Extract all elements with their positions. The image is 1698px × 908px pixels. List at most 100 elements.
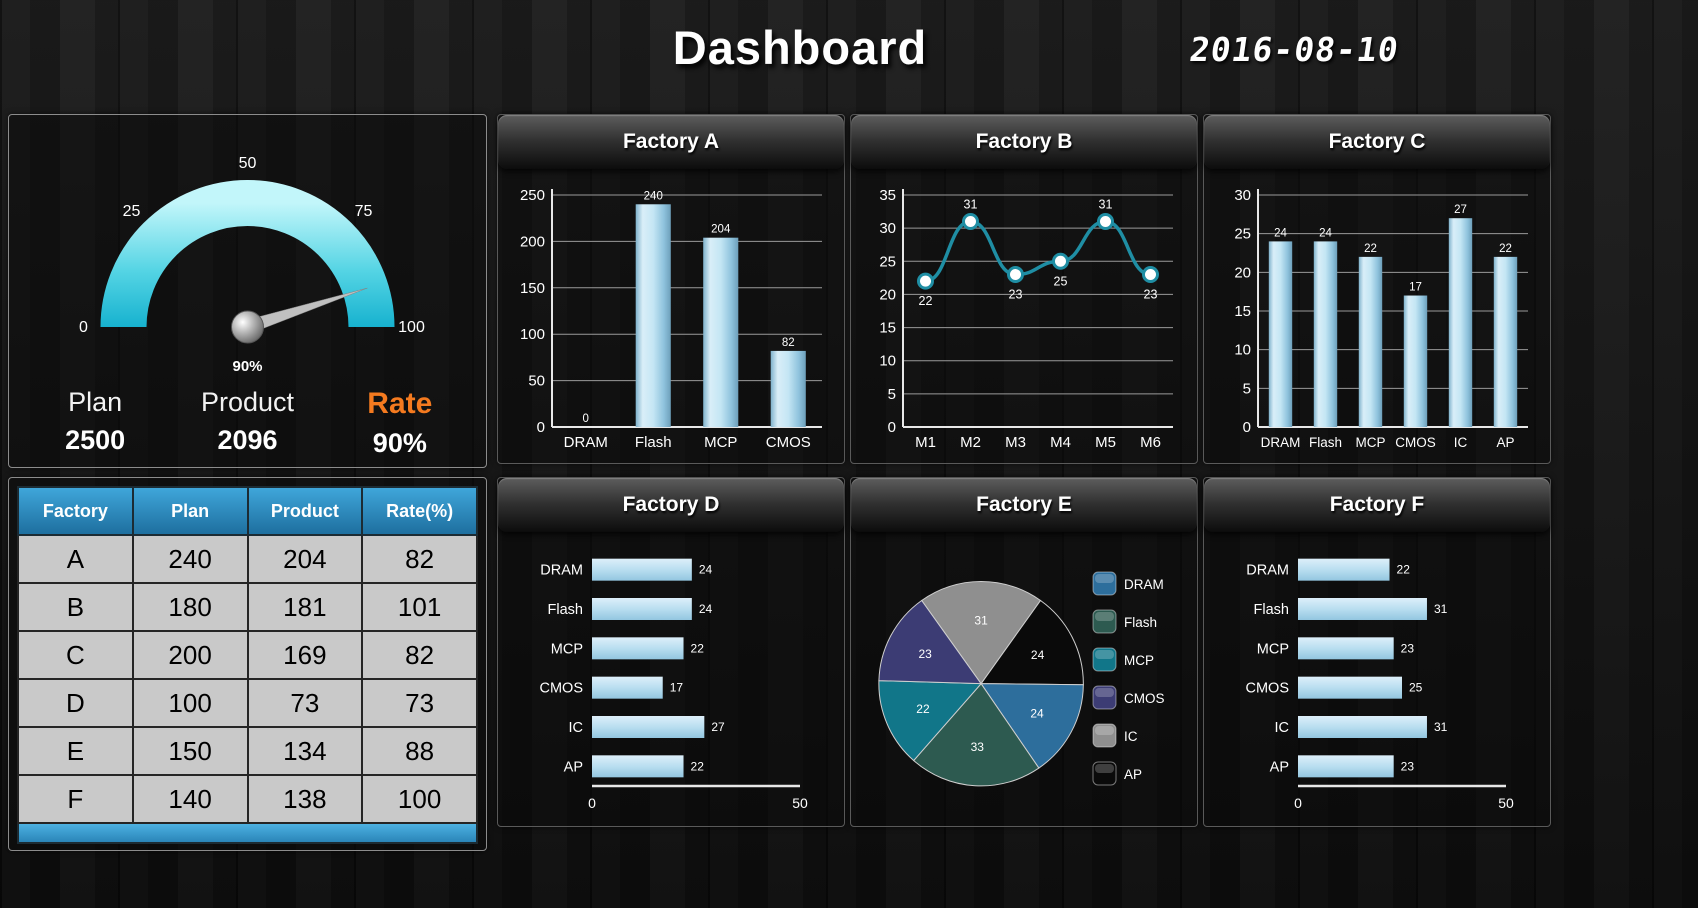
x-category-label: IC	[1454, 435, 1468, 450]
y-category-label: Flash	[548, 602, 583, 618]
legend-swatch-gloss	[1095, 650, 1114, 659]
factory-e-panel: Factory E 31 24 24 33 22 23 DRAM Flash MCP CMOS IC…	[850, 477, 1198, 827]
chart-svg: 0 50 100 150 200 250 0 DRAM 240 Flash 204 MCP 82 CMOS	[520, 187, 822, 451]
bar	[592, 558, 692, 581]
x-tick-label: 50	[792, 795, 808, 811]
bar	[1298, 598, 1427, 620]
x-category-label: CMOS	[1395, 435, 1436, 450]
date-display: 2016-08-10	[1187, 30, 1402, 69]
bar	[770, 350, 806, 427]
factory-c-panel: Factory C 0 5 10 15 20 25 30 24 DRAM 24 Flash 22 MCP…	[1203, 114, 1551, 464]
x-category-label: M1	[915, 434, 936, 451]
y-category-label: MCP	[1257, 641, 1289, 657]
gauge-tick-label: 25	[123, 203, 141, 220]
y-tick-label: 25	[1234, 226, 1251, 243]
legend-swatch-gloss	[1095, 726, 1114, 735]
slice-value-label: 24	[1031, 648, 1045, 662]
table-cell: 140	[131, 774, 249, 824]
table-cell: 101	[361, 582, 478, 632]
y-category-label: Flash	[1254, 602, 1289, 618]
bar	[1298, 558, 1390, 581]
factory-f-panel: Factory F DRAM 22 Flash 31 MCP 23 CMOS 25 IC 31 AP…	[1203, 477, 1551, 827]
bar	[1448, 218, 1473, 427]
y-category-label: CMOS	[1246, 681, 1290, 697]
point-value-label: 31	[964, 198, 978, 212]
stat-rate-label: Rate	[367, 387, 433, 420]
legend-swatch	[1092, 761, 1117, 786]
point-value-label: 23	[1144, 288, 1158, 302]
bar-value-label: 240	[644, 190, 663, 202]
point-value-label: 22	[919, 294, 933, 308]
legend-label: CMOS	[1124, 691, 1165, 706]
table-cell: 150	[131, 726, 249, 776]
legend-swatch	[1092, 609, 1117, 634]
legend-label: IC	[1124, 729, 1138, 744]
table-header-cell: Factory	[17, 486, 134, 536]
y-tick-label: 5	[1243, 380, 1251, 397]
chart-svg: DRAM 22 Flash 31 MCP 23 CMOS 25 IC 31 AP 23 0 50	[1246, 558, 1514, 811]
bar-value-label: 22	[1499, 243, 1512, 255]
table-header-cell: Product	[246, 486, 364, 536]
slice-value-label: 24	[1030, 707, 1044, 721]
y-tick-label: 0	[537, 419, 545, 436]
bar	[1298, 676, 1402, 699]
table-header-cell: Rate(%)	[361, 486, 478, 536]
slice-value-label: 33	[971, 740, 985, 754]
bar-value-label: 22	[691, 759, 705, 773]
x-category-label: Flash	[1309, 435, 1342, 450]
bar-value-label: 23	[1401, 759, 1415, 773]
legend-swatch-gloss	[1095, 612, 1114, 621]
table-cell: 100	[131, 678, 249, 728]
table-row: C 200 169 82	[17, 630, 478, 680]
table-cell: 134	[246, 726, 364, 776]
table-row: A 240 204 82	[17, 534, 478, 584]
x-category-label: M3	[1005, 434, 1026, 451]
table-cell: F	[17, 774, 134, 824]
stat-product: Product 2096	[171, 387, 323, 459]
table-cell: D	[17, 678, 134, 728]
y-tick-label: 25	[879, 253, 896, 270]
legend-swatch-gloss	[1095, 574, 1114, 583]
x-category-label: M4	[1050, 434, 1071, 451]
bar-value-label: 0	[583, 413, 589, 425]
table-cell: C	[17, 630, 134, 680]
bar-value-label: 17	[670, 681, 684, 695]
production-overview-panel: 0 25 50 75 100 90% Plan 2500 Product 2096 Rat…	[8, 114, 487, 468]
stat-product-label: Product	[200, 387, 295, 417]
table-header-cell: Plan	[131, 486, 249, 536]
bar-value-label: 24	[699, 563, 713, 577]
bar-value-label: 23	[1401, 641, 1415, 655]
y-tick-label: 5	[888, 386, 896, 403]
y-tick-label: 50	[528, 373, 545, 390]
stat-plan: Plan 2500	[19, 387, 171, 459]
factory-b-header: Factory B	[851, 115, 1197, 169]
y-tick-label: 30	[1234, 187, 1251, 204]
x-category-label: M6	[1140, 434, 1161, 451]
gauge-tick-label: 50	[239, 155, 257, 172]
legend-swatch-gloss	[1095, 764, 1114, 773]
y-tick-label: 10	[1234, 342, 1251, 359]
factory-c-header: Factory C	[1204, 115, 1550, 169]
data-point-marker	[1097, 213, 1114, 231]
pie-slice	[980, 599, 1084, 686]
bar-value-label: 27	[1454, 204, 1467, 216]
y-tick-label: 20	[1234, 264, 1251, 281]
chart-svg: 0 25 50 75 100 90%	[79, 155, 425, 375]
bar-value-label: 25	[1409, 681, 1423, 695]
x-category-label: DRAM	[1261, 435, 1301, 450]
y-tick-label: 0	[1243, 419, 1251, 436]
bar-value-label: 17	[1409, 282, 1422, 294]
stat-product-value: 2096	[217, 425, 278, 455]
y-category-label: MCP	[551, 641, 583, 657]
factory-d-panel: Factory D DRAM 24 Flash 24 MCP 22 CMOS 17 IC 27 AP…	[497, 477, 845, 827]
table-header-row: Factory Plan Product Rate(%)	[17, 486, 478, 536]
factory-a-header: Factory A	[498, 115, 844, 169]
factory-summary-table: Factory Plan Product Rate(%) A 240 204 82 B 180 18…	[17, 486, 478, 824]
chart-svg: 0 5 10 15 20 25 30 24 DRAM 24 Flash 22 MCP 17 CMOS 27 IC…	[1234, 187, 1528, 450]
legend-swatch-gloss	[1095, 688, 1114, 697]
y-tick-label: 15	[1234, 303, 1251, 320]
bar-value-label: 31	[1434, 602, 1448, 616]
table-cell: 200	[131, 630, 249, 680]
y-category-label: DRAM	[1246, 563, 1289, 579]
bar	[1313, 241, 1338, 427]
